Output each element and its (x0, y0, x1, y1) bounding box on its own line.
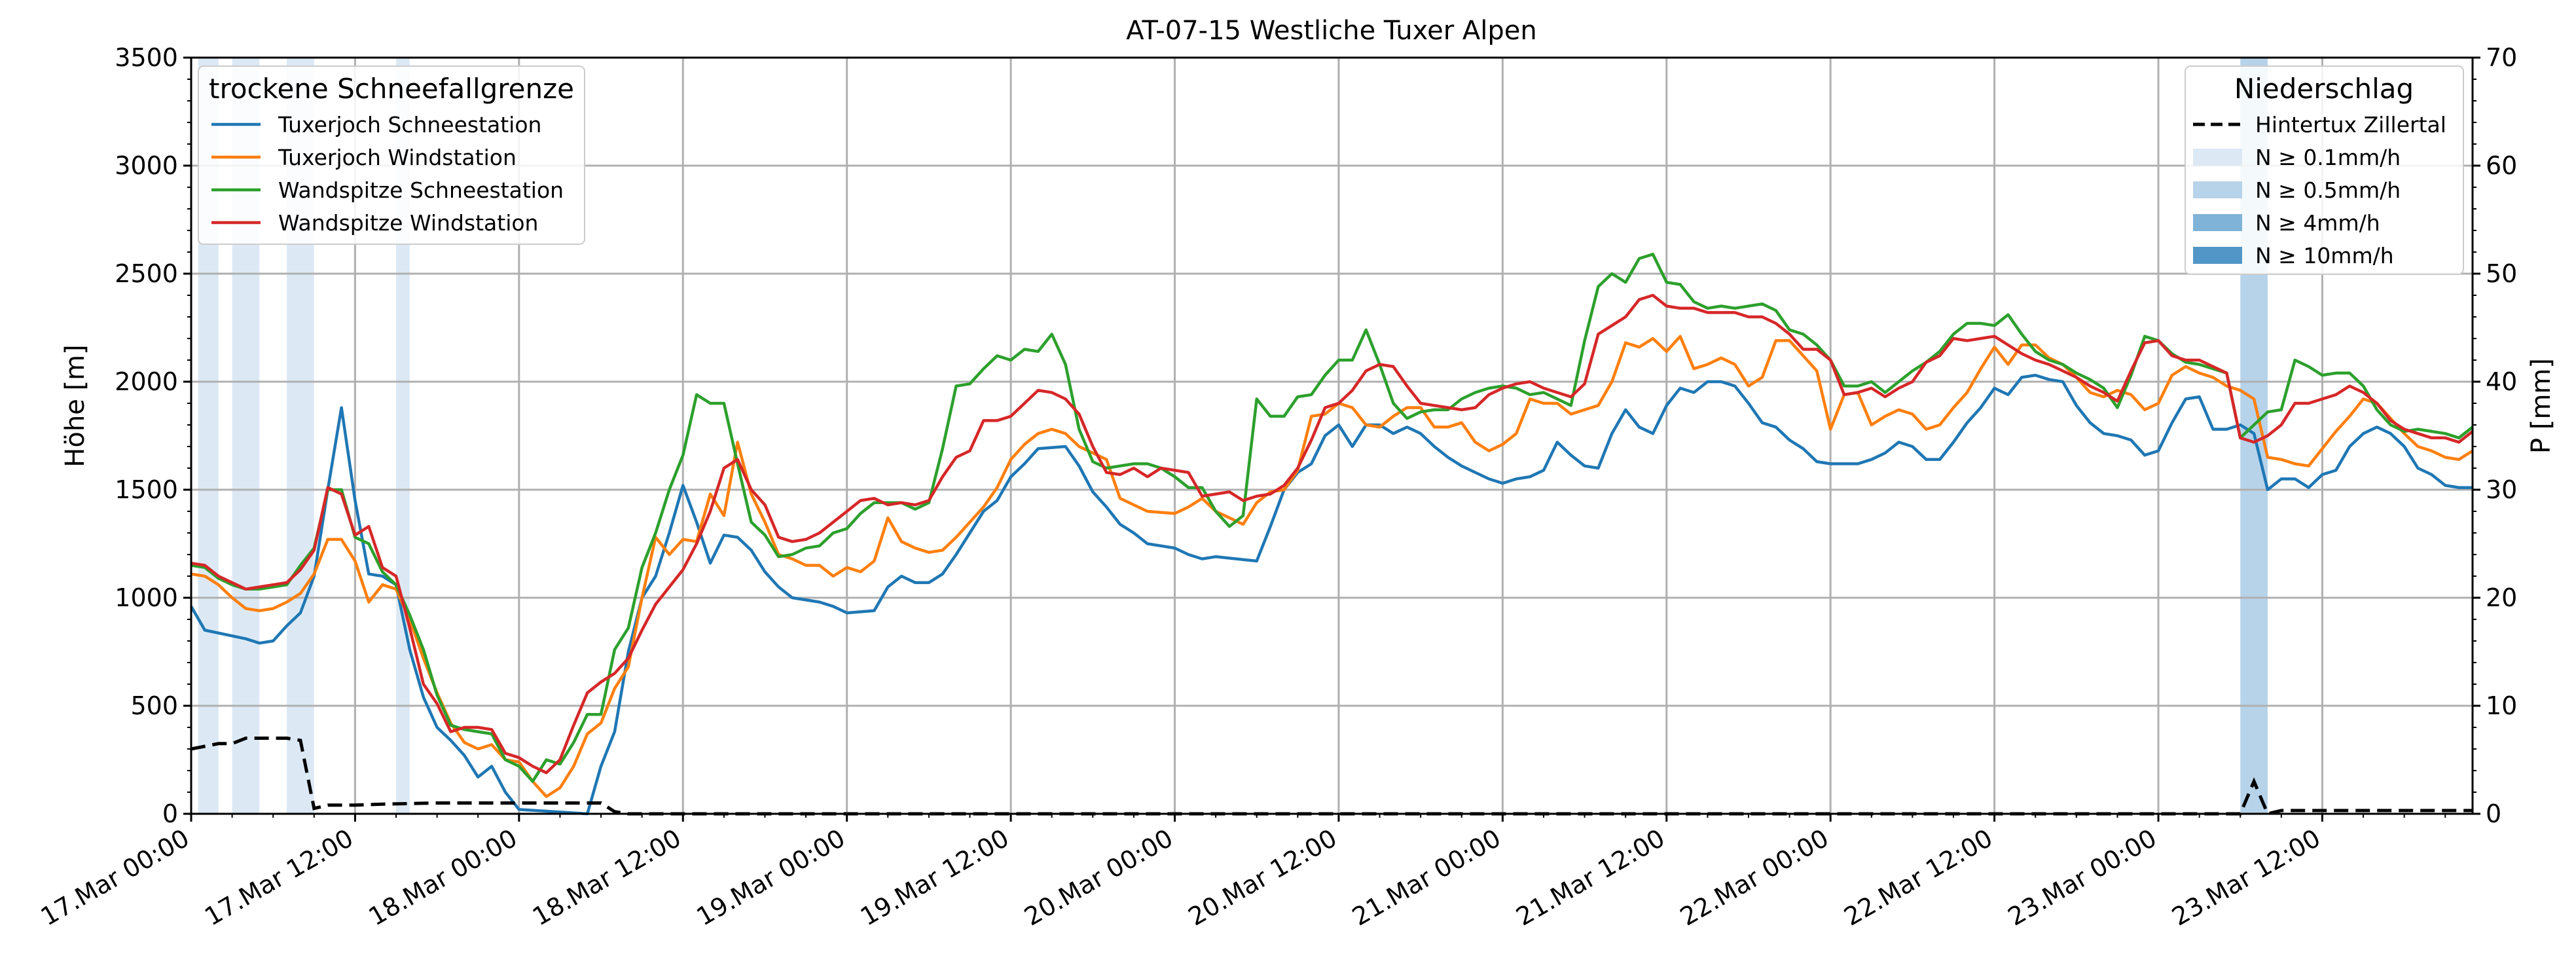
y2-axis-label: P [mm] (2526, 358, 2556, 454)
y2-tick-label-7: 70 (2486, 43, 2517, 72)
legend-label-precip-2: N ≥ 0.5mm/h (2255, 177, 2401, 203)
y-tick-label-0: 0 (162, 799, 178, 828)
y-axis-label: Höhe [m] (60, 344, 90, 467)
legend-precip-box (2185, 65, 2464, 275)
legend-precip-title: Niederschlag (2234, 73, 2414, 105)
series-line-wandspitze-windstation (190, 293, 2474, 775)
series-lines (190, 253, 2474, 816)
series-line-tuxerjoch-schneestation (190, 373, 2473, 816)
y2-tick-label-1: 10 (2486, 691, 2517, 720)
legend-label-wandspitze-schneestation: Wandspitze Schneestation (278, 177, 564, 203)
y-tick-label-1: 500 (130, 691, 178, 720)
legend-swatch-precip-2 (2193, 181, 2242, 198)
y2-tick-label-3: 30 (2486, 475, 2517, 504)
chart-title: AT-07-15 Westliche Tuxer Alpen (1126, 16, 1536, 46)
legend-swatch-precip-1 (2193, 149, 2242, 166)
y2-tick-label-5: 50 (2486, 259, 2517, 288)
legend-label-precip-0: Hintertux Zillertal (2255, 112, 2446, 137)
precip-line-hintertux-zillertal (190, 737, 2473, 816)
series-line-wandspitze-schneestation (190, 253, 2474, 783)
y-tick-label-2: 1000 (115, 583, 178, 612)
precip-band-3 (396, 58, 410, 814)
y-tick-label-3: 1500 (115, 475, 178, 504)
y2-tick-label-0: 0 (2486, 799, 2501, 828)
legend-label-precip-3: N ≥ 4mm/h (2255, 210, 2380, 236)
series-line-tuxerjoch-windstation (190, 335, 2474, 798)
y-tick-label-5: 2500 (115, 259, 178, 288)
legend-series-box (198, 65, 585, 245)
y2-tick-label-2: 20 (2486, 583, 2517, 612)
plot-frame (190, 56, 2474, 815)
legend-precipitation: Niederschlag Hintertux Zillertal N ≥ 0.1mm… (2185, 65, 2464, 275)
y2-tick-label-4: 40 (2486, 367, 2517, 396)
y-tick-label-4: 2000 (115, 367, 178, 396)
legend-swatch-precip-3 (2193, 214, 2242, 231)
legend-label-tuxerjoch-schneestation: Tuxerjoch Schneestation (278, 112, 541, 137)
y2-tick-label-6: 60 (2486, 151, 2517, 180)
legend-series: trockene Schneefallgrenze Tuxerjoch Schne… (198, 65, 585, 245)
legend-label-tuxerjoch-windstation: Tuxerjoch Windstation (278, 145, 517, 170)
y-tick-label-6: 3000 (115, 151, 178, 180)
y-tick-label-7: 3500 (115, 43, 178, 72)
legend-label-precip-4: N ≥ 10mm/h (2255, 243, 2394, 268)
legend-label-wandspitze-windstation: Wandspitze Windstation (278, 210, 538, 236)
legend-swatch-precip-4 (2193, 247, 2242, 264)
legend-series-title: trockene Schneefallgrenze (209, 73, 574, 105)
legend-label-precip-1: N ≥ 0.1mm/h (2255, 145, 2401, 170)
